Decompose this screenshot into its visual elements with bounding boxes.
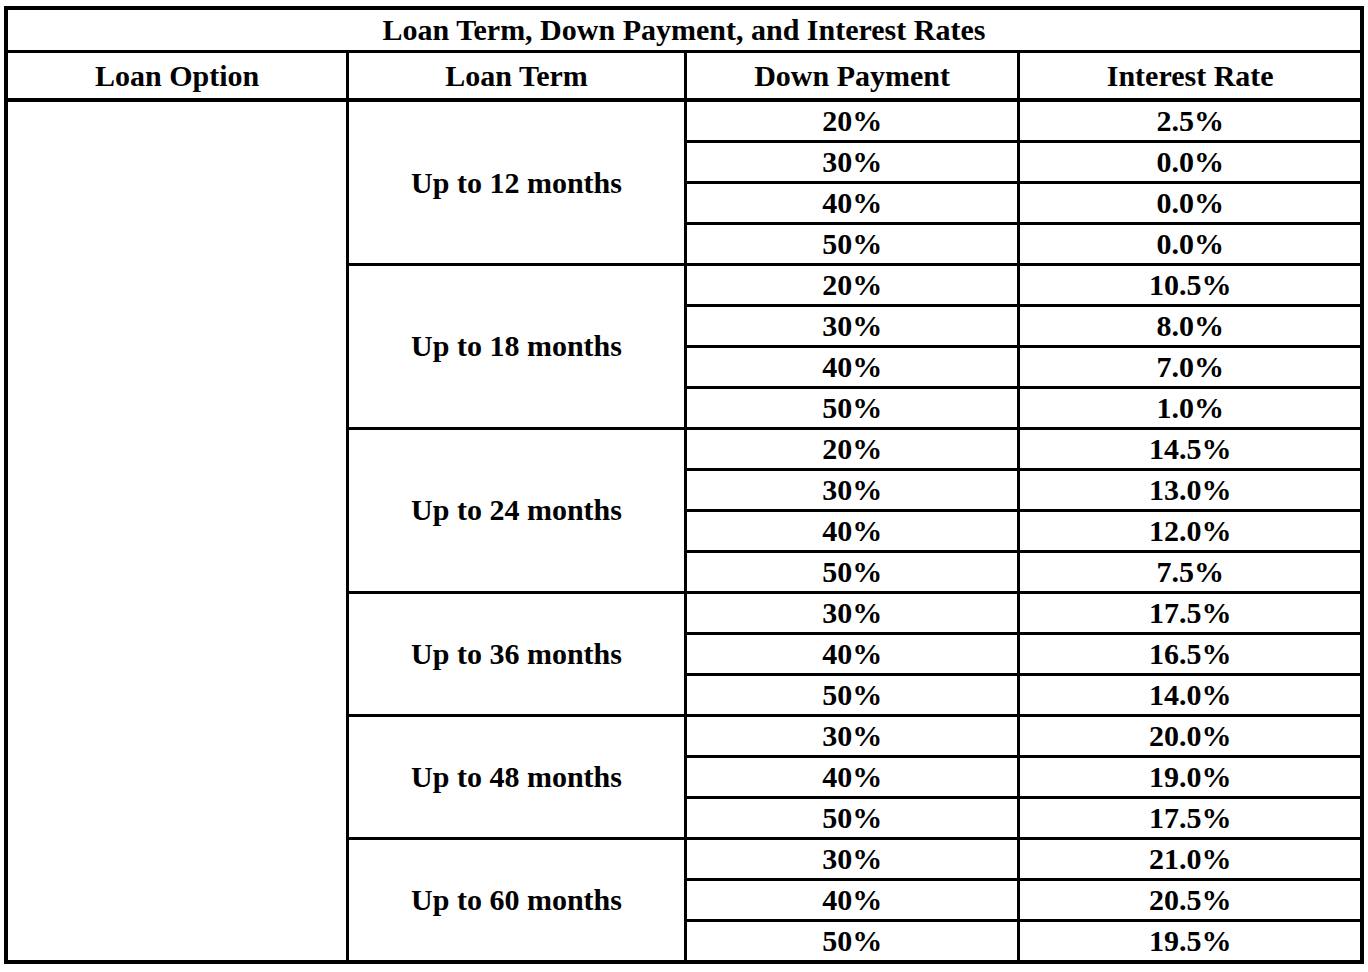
interest-rate-cell: 7.0% [1019,346,1362,387]
down-payment-cell: 40% [685,633,1019,674]
interest-rate-cell: 17.5% [1019,592,1362,633]
loan-term-cell: Up to 18 months [348,265,686,429]
down-payment-cell: 50% [685,797,1019,838]
down-payment-cell: 30% [685,469,1019,510]
interest-rate-cell: 10.5% [1019,265,1362,306]
down-payment-cell: 50% [685,551,1019,592]
loan-term-cell: Up to 24 months [348,428,686,592]
interest-rate-cell: 17.5% [1019,797,1362,838]
down-payment-cell: 30% [685,305,1019,346]
interest-rate-cell: 14.0% [1019,674,1362,715]
interest-rate-cell: 14.5% [1019,428,1362,469]
down-payment-cell: 40% [685,183,1019,224]
down-payment-cell: 30% [685,838,1019,879]
table-body: Up to 12 months20%2.5%30%0.0%40%0.0%50%0… [6,100,1362,962]
interest-rate-cell: 19.5% [1019,920,1362,962]
down-payment-cell: 30% [685,142,1019,183]
table-row: Up to 12 months20%2.5% [6,100,1362,142]
loan-term-cell: Up to 60 months [348,838,686,962]
interest-rate-cell: 13.0% [1019,469,1362,510]
interest-rate-cell: 0.0% [1019,183,1362,224]
interest-rate-cell: 20.5% [1019,879,1362,920]
down-payment-cell: 40% [685,756,1019,797]
down-payment-cell: 40% [685,346,1019,387]
loan-option-cell [6,100,348,962]
down-payment-cell: 40% [685,879,1019,920]
loan-term-cell: Up to 36 months [348,592,686,715]
table-title-row: Loan Term, Down Payment, and Interest Ra… [6,8,1362,52]
column-header-loan-option: Loan Option [6,52,348,101]
down-payment-cell: 30% [685,715,1019,756]
interest-rate-cell: 21.0% [1019,838,1362,879]
down-payment-cell: 50% [685,920,1019,962]
loan-term-cell: Up to 48 months [348,715,686,838]
down-payment-cell: 20% [685,265,1019,306]
interest-rate-cell: 20.0% [1019,715,1362,756]
down-payment-cell: 50% [685,674,1019,715]
table-header-row: Loan Option Loan Term Down Payment Inter… [6,52,1362,101]
loan-rates-table: Loan Term, Down Payment, and Interest Ra… [4,6,1364,964]
interest-rate-cell: 12.0% [1019,510,1362,551]
interest-rate-cell: 19.0% [1019,756,1362,797]
column-header-interest-rate: Interest Rate [1019,52,1362,101]
loan-rates-table-wrapper: Loan Term, Down Payment, and Interest Ra… [4,6,1364,964]
interest-rate-cell: 8.0% [1019,305,1362,346]
interest-rate-cell: 16.5% [1019,633,1362,674]
down-payment-cell: 50% [685,387,1019,428]
down-payment-cell: 20% [685,100,1019,142]
table-title: Loan Term, Down Payment, and Interest Ra… [6,8,1362,52]
column-header-down-payment: Down Payment [685,52,1019,101]
interest-rate-cell: 0.0% [1019,224,1362,265]
down-payment-cell: 50% [685,224,1019,265]
column-header-loan-term: Loan Term [348,52,686,101]
down-payment-cell: 20% [685,428,1019,469]
interest-rate-cell: 0.0% [1019,142,1362,183]
loan-term-cell: Up to 12 months [348,100,686,265]
down-payment-cell: 30% [685,592,1019,633]
down-payment-cell: 40% [685,510,1019,551]
interest-rate-cell: 1.0% [1019,387,1362,428]
interest-rate-cell: 7.5% [1019,551,1362,592]
interest-rate-cell: 2.5% [1019,100,1362,142]
